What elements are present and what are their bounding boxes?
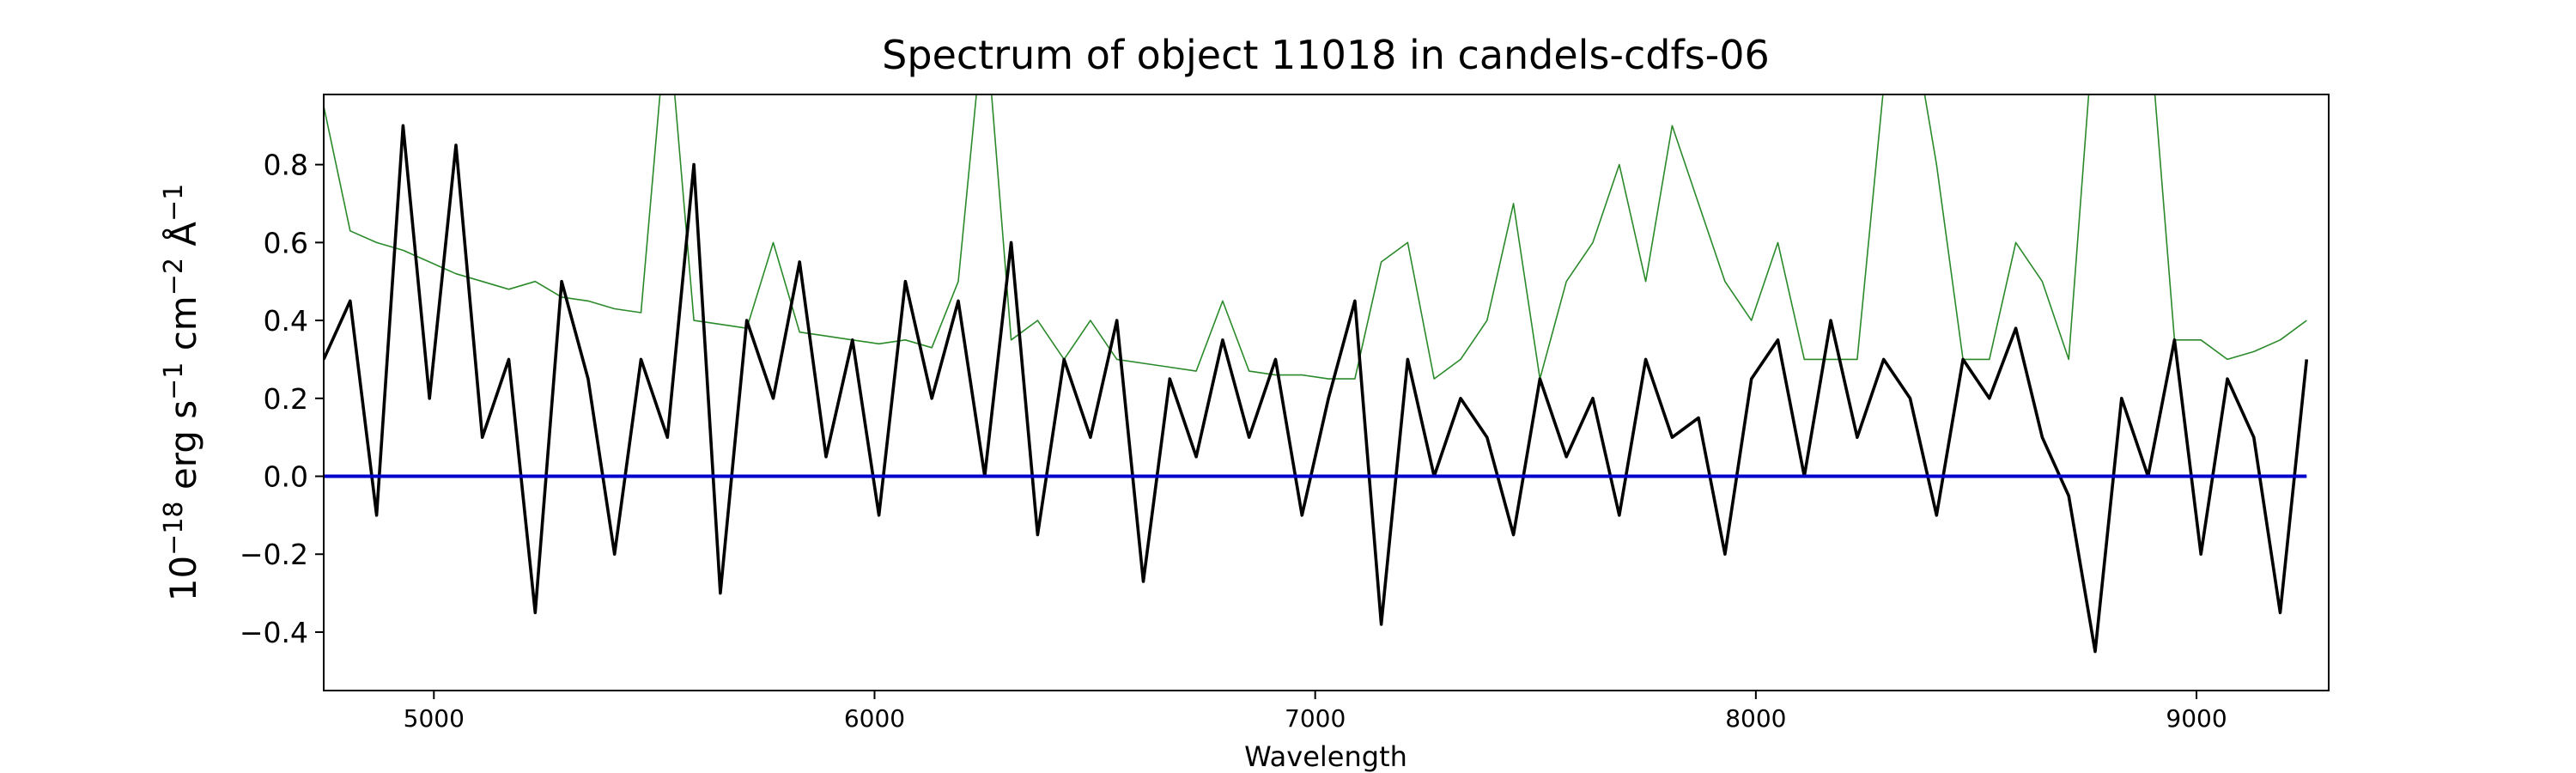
y-tick-label: 0.4 xyxy=(264,304,308,338)
y-tick-label: −0.4 xyxy=(240,616,308,649)
plot-frame xyxy=(323,94,2330,691)
y-tick-label: 0.6 xyxy=(264,226,308,259)
y-label-superscript: −2 xyxy=(159,258,189,295)
y-label-superscript: −1 xyxy=(159,362,189,400)
x-tick-label: 7000 xyxy=(1285,704,1346,733)
y-label-superscript: −18 xyxy=(159,502,189,556)
series-line xyxy=(324,94,2307,380)
x-tick-label: 6000 xyxy=(844,704,905,733)
x-tick-label: 8000 xyxy=(1725,704,1786,733)
chart-title: Spectrum of object 11018 in candels-cdfs… xyxy=(882,32,1770,78)
x-tick-label: 9000 xyxy=(2166,704,2227,733)
y-tick-label: 0.0 xyxy=(264,460,308,494)
y-label-superscript: −1 xyxy=(159,184,189,222)
y-label-text: Å xyxy=(161,222,204,258)
y-tick-label: −0.2 xyxy=(240,538,308,571)
y-tick-label: 0.8 xyxy=(264,149,308,182)
y-label-text: erg s xyxy=(162,400,204,502)
y-tick-label: 0.2 xyxy=(264,382,308,416)
x-axis-label: Wavelength xyxy=(1244,740,1407,773)
x-tick-label: 5000 xyxy=(404,704,465,733)
series-line xyxy=(324,124,2309,654)
plot-area xyxy=(324,94,2309,654)
y-label-text: 10 xyxy=(162,556,204,601)
y-axis-label: 10−18 erg s−1 cm−2 Å−1 xyxy=(159,184,204,602)
y-label-text: cm xyxy=(162,295,204,362)
